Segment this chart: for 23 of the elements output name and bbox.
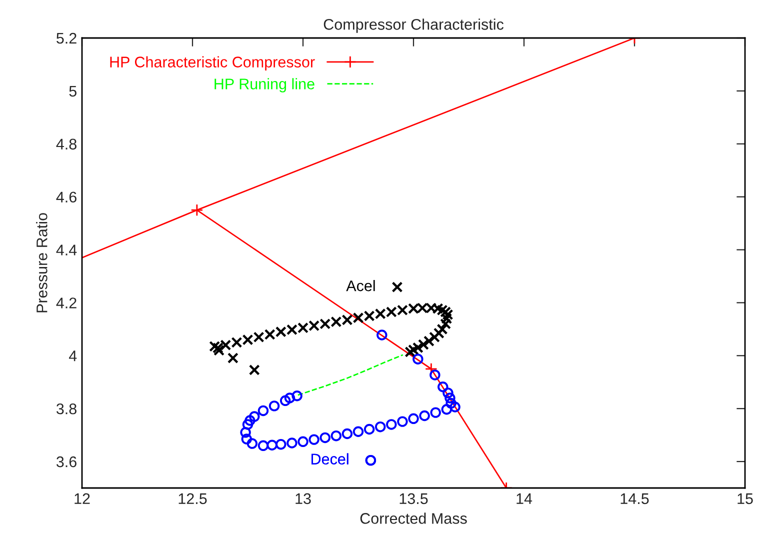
x-tick-label: 14.5 bbox=[620, 493, 649, 504]
y-tick-label: 3.6 bbox=[56, 456, 76, 468]
x-tick-label: 13.5 bbox=[400, 493, 428, 504]
legend-label: Acel bbox=[346, 280, 375, 292]
y-axis-title: Pressure Ratio bbox=[36, 213, 48, 312]
y-tick-label: 4.4 bbox=[56, 244, 77, 256]
x-tick-label: 15 bbox=[738, 493, 753, 504]
x-tick-label: 14 bbox=[516, 493, 532, 504]
legend-label: Decel bbox=[312, 453, 348, 464]
x-tick-label: 12.5 bbox=[178, 493, 207, 504]
chart-title: Compressor Characteristic bbox=[324, 18, 504, 33]
legend-label: HP Characteristic Compressor bbox=[110, 56, 315, 70]
x-tick-label: 13 bbox=[296, 493, 311, 504]
x-tick-label: 12 bbox=[74, 493, 90, 504]
y-tick-label: 4.8 bbox=[56, 138, 76, 150]
y-tick-label: 4.2 bbox=[56, 298, 76, 308]
legend-label: HP Runing line bbox=[214, 78, 314, 92]
y-tick-label: 5.2 bbox=[56, 32, 76, 44]
y-tick-label: 5 bbox=[69, 86, 76, 97]
x-axis-title: Corrected Mass bbox=[360, 512, 467, 524]
y-tick-label: 4 bbox=[68, 350, 77, 362]
y-tick-label: 3.8 bbox=[56, 403, 76, 414]
y-tick-label: 4.6 bbox=[56, 192, 76, 203]
